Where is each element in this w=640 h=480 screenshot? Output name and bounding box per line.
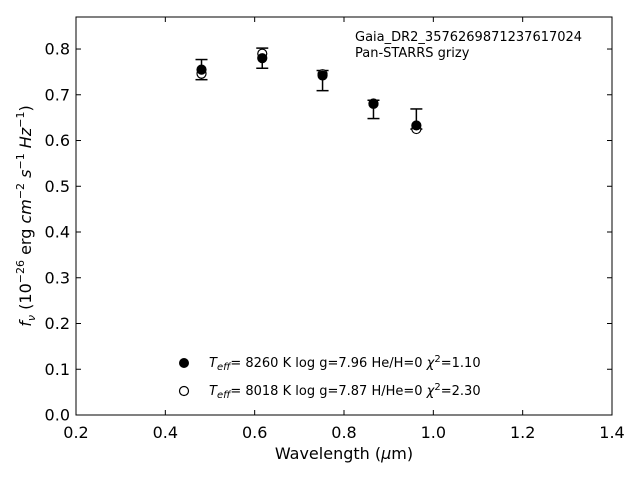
y-axis-label: fν (10−26 erg cm−2 s−1 Hz−1) — [14, 105, 38, 326]
y-tick-label: 0.2 — [45, 314, 70, 333]
y-tick-label: 0.3 — [45, 268, 70, 287]
legend-2-teff: 8018 K — [245, 384, 291, 399]
legend: Teff= 8260 K log g=7.96 He/H=0 χ2=1.10 T… — [178, 354, 481, 401]
x-axis-label: Wavelength (µm) — [275, 444, 413, 463]
axis-ticks — [75, 17, 613, 416]
x-tick-label: 0.4 — [153, 423, 178, 442]
y-tick-label: 0.7 — [45, 85, 70, 104]
legend-marker-filled — [179, 358, 189, 368]
data-points — [196, 48, 422, 135]
x-tick-label: 1.0 — [421, 423, 446, 442]
x-tick-labels: 0.2 0.4 0.6 0.8 1.0 1.2 1.4 — [63, 423, 624, 442]
model-point-filled — [317, 70, 328, 81]
legend-marker-open — [178, 385, 190, 397]
legend-2-comp: H/He=0 — [371, 384, 422, 399]
x-tick-label: 0.8 — [331, 423, 356, 442]
x-tick-label: 0.2 — [63, 423, 88, 442]
y-tick-labels: 0.0 0.1 0.2 0.3 0.4 0.5 0.6 0.7 0.8 — [45, 40, 70, 425]
y-tick-label: 0.0 — [45, 406, 70, 425]
x-tick-label: 1.4 — [599, 423, 624, 442]
y-tick-label: 0.4 — [45, 223, 70, 242]
y-tick-label: 0.5 — [45, 177, 70, 196]
y-tick-label: 0.1 — [45, 360, 70, 379]
legend-entry-1: Teff= 8260 K log g=7.96 He/H=0 χ2=1.10 — [209, 354, 481, 373]
y-tick-label: 0.8 — [45, 40, 70, 59]
model-point-filled — [257, 53, 268, 64]
legend-1-teff: 8260 K — [245, 356, 291, 371]
x-tick-label: 1.2 — [510, 423, 535, 442]
model-point-filled — [196, 64, 207, 75]
legend-2-chi2: =2.30 — [441, 384, 481, 399]
model-point-filled — [411, 120, 422, 131]
legend-entry-2: Teff= 8018 K log g=7.87 H/He=0 χ2=2.30 — [209, 382, 481, 401]
legend-1-chi2: =1.10 — [441, 356, 481, 371]
annotation-object-id: Gaia_DR2_3576269871237617024 — [355, 30, 582, 45]
x-tick-label: 0.6 — [242, 423, 267, 442]
y-tick-label: 0.6 — [45, 131, 70, 150]
legend-2-logg: log g=7.87 — [295, 384, 367, 399]
legend-1-comp: He/H=0 — [371, 356, 422, 371]
model-point-filled — [368, 98, 379, 109]
annotation-survey: Pan-STARRS grizy — [355, 46, 470, 61]
legend-1-logg: log g=7.96 — [295, 356, 367, 371]
